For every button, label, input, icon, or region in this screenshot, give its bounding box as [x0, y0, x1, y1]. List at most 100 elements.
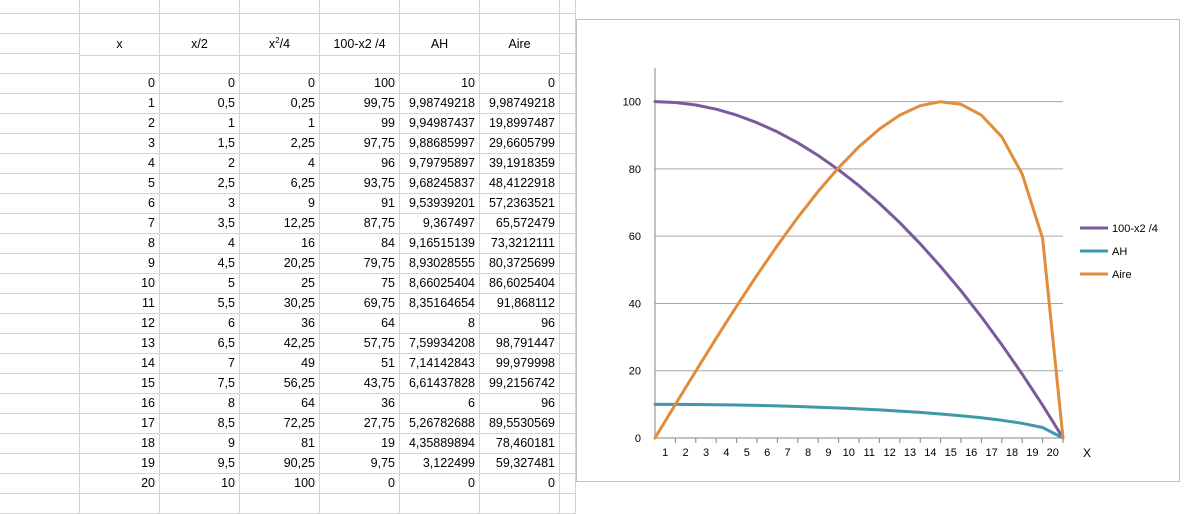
table-cell[interactable]: 97,75: [320, 134, 400, 154]
empty-cell[interactable]: [0, 314, 80, 334]
empty-cell[interactable]: [0, 474, 80, 494]
empty-cell[interactable]: [0, 454, 80, 474]
table-cell[interactable]: 19: [320, 434, 400, 454]
table-cell[interactable]: 99,2156742: [480, 374, 560, 394]
table-cell[interactable]: 1: [240, 114, 320, 134]
empty-cell[interactable]: [80, 0, 160, 14]
empty-cell[interactable]: [0, 434, 80, 454]
empty-cell[interactable]: [0, 294, 80, 314]
table-cell[interactable]: 16: [80, 394, 160, 414]
table-cell[interactable]: 7,14142843: [400, 354, 480, 374]
table-cell[interactable]: 3: [160, 194, 240, 214]
table-cell[interactable]: 9,98749218: [400, 94, 480, 114]
table-cell[interactable]: 9: [80, 254, 160, 274]
table-cell[interactable]: 9,53939201: [400, 194, 480, 214]
table-cell[interactable]: 75: [320, 274, 400, 294]
empty-cell[interactable]: [560, 294, 576, 314]
table-cell[interactable]: 7,59934208: [400, 334, 480, 354]
table-cell[interactable]: 27,75: [320, 414, 400, 434]
empty-cell[interactable]: [560, 434, 576, 454]
empty-cell[interactable]: [240, 0, 320, 14]
empty-cell[interactable]: [560, 374, 576, 394]
table-cell[interactable]: 25: [240, 274, 320, 294]
empty-cell[interactable]: [320, 0, 400, 14]
table-cell[interactable]: 29,6605799: [480, 134, 560, 154]
table-cell[interactable]: 12,25: [240, 214, 320, 234]
table-cell[interactable]: 2: [80, 114, 160, 134]
empty-cell[interactable]: [560, 394, 576, 414]
empty-cell[interactable]: [400, 494, 480, 514]
table-cell[interactable]: 3: [80, 134, 160, 154]
table-cell[interactable]: 16: [240, 234, 320, 254]
table-cell[interactable]: 19: [80, 454, 160, 474]
table-cell[interactable]: 0: [240, 74, 320, 94]
header-cell[interactable]: 100-x2 /4: [320, 32, 400, 56]
table-cell[interactable]: 5: [80, 174, 160, 194]
table-cell[interactable]: 20: [80, 474, 160, 494]
table-cell[interactable]: 0,25: [240, 94, 320, 114]
table-cell[interactable]: 6: [80, 194, 160, 214]
table-cell[interactable]: 9: [240, 194, 320, 214]
table-cell[interactable]: 9,68245837: [400, 174, 480, 194]
table-cell[interactable]: 0,5: [160, 94, 240, 114]
table-cell[interactable]: 9,94987437: [400, 114, 480, 134]
table-cell[interactable]: 73,3212111: [480, 234, 560, 254]
table-cell[interactable]: 14: [80, 354, 160, 374]
table-cell[interactable]: 87,75: [320, 214, 400, 234]
table-cell[interactable]: 9,98749218: [480, 94, 560, 114]
table-cell[interactable]: 96: [320, 154, 400, 174]
table-cell[interactable]: 10: [400, 74, 480, 94]
empty-cell[interactable]: [80, 494, 160, 514]
table-cell[interactable]: 4,35889894: [400, 434, 480, 454]
table-cell[interactable]: 96: [480, 394, 560, 414]
table-cell[interactable]: 1: [160, 114, 240, 134]
table-cell[interactable]: 72,25: [240, 414, 320, 434]
empty-cell[interactable]: [0, 374, 80, 394]
table-cell[interactable]: 5,5: [160, 294, 240, 314]
empty-cell[interactable]: [320, 494, 400, 514]
empty-cell[interactable]: [320, 54, 400, 74]
table-cell[interactable]: 9,367497: [400, 214, 480, 234]
empty-cell[interactable]: [560, 454, 576, 474]
empty-cell[interactable]: [480, 54, 560, 74]
empty-cell[interactable]: [0, 34, 80, 54]
table-cell[interactable]: 89,5530569: [480, 414, 560, 434]
table-cell[interactable]: 42,25: [240, 334, 320, 354]
table-cell[interactable]: 80,3725699: [480, 254, 560, 274]
table-cell[interactable]: 17: [80, 414, 160, 434]
header-cell[interactable]: Aire: [480, 32, 560, 56]
empty-cell[interactable]: [560, 334, 576, 354]
empty-cell[interactable]: [0, 234, 80, 254]
table-cell[interactable]: 49: [240, 354, 320, 374]
line-chart[interactable]: 0 20 40 60 80 100 1 2 3 4 5 6 7 8 9 10 11 12 13 14 15 16 17 18 1…: [576, 19, 1180, 482]
table-cell[interactable]: 99,979998: [480, 354, 560, 374]
empty-cell[interactable]: [0, 14, 80, 34]
table-cell[interactable]: 6: [400, 394, 480, 414]
empty-cell[interactable]: [560, 134, 576, 154]
table-cell[interactable]: 4: [80, 154, 160, 174]
table-cell[interactable]: 93,75: [320, 174, 400, 194]
empty-cell[interactable]: [560, 114, 576, 134]
empty-cell[interactable]: [160, 0, 240, 14]
empty-cell[interactable]: [560, 214, 576, 234]
empty-cell[interactable]: [560, 94, 576, 114]
empty-cell[interactable]: [0, 194, 80, 214]
table-cell[interactable]: 43,75: [320, 374, 400, 394]
empty-cell[interactable]: [0, 494, 80, 514]
table-cell[interactable]: 2,5: [160, 174, 240, 194]
table-cell[interactable]: 9,75: [320, 454, 400, 474]
empty-cell[interactable]: [80, 54, 160, 74]
table-cell[interactable]: 0: [320, 474, 400, 494]
table-cell[interactable]: 0: [480, 474, 560, 494]
empty-cell[interactable]: [0, 414, 80, 434]
table-cell[interactable]: 100: [240, 474, 320, 494]
header-cell[interactable]: x2/4: [240, 32, 320, 56]
empty-cell[interactable]: [0, 334, 80, 354]
table-cell[interactable]: 8: [160, 394, 240, 414]
empty-cell[interactable]: [560, 354, 576, 374]
table-cell[interactable]: 0: [480, 74, 560, 94]
table-cell[interactable]: 2: [160, 154, 240, 174]
empty-cell[interactable]: [0, 0, 80, 14]
table-cell[interactable]: 100: [320, 74, 400, 94]
empty-cell[interactable]: [0, 214, 80, 234]
